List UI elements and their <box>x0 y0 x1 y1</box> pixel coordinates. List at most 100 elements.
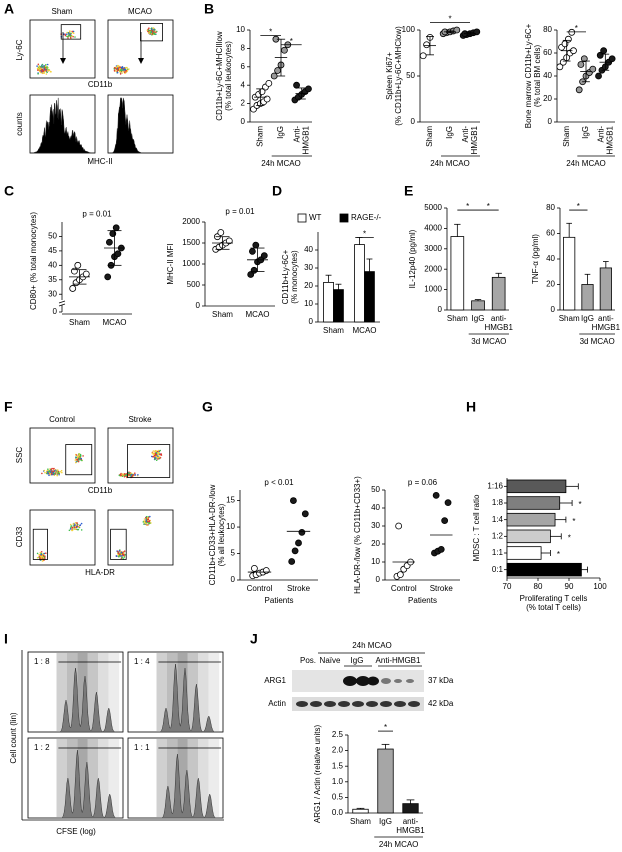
error-bar <box>582 60 590 72</box>
column-title: Sham <box>52 7 73 16</box>
legend-swatch <box>297 213 307 223</box>
cytometry-event <box>48 69 51 72</box>
axis-label: ARG1 / Actin (relative units) <box>313 725 322 824</box>
generation-band <box>166 739 178 817</box>
cytometry-event <box>146 517 149 519</box>
lane-label: Anti-HMGB1 <box>376 656 421 665</box>
blot-band <box>352 701 364 707</box>
cytometry-event <box>154 28 156 31</box>
cytometry-event <box>115 67 117 70</box>
data-point <box>274 67 282 74</box>
cytometry-event <box>125 474 128 476</box>
cytometry-event <box>144 522 147 525</box>
legend-label: WT <box>309 213 322 222</box>
cytometry-event <box>155 451 158 454</box>
cytometry-event <box>122 474 124 476</box>
cytometry-event <box>42 556 44 559</box>
panel-letter: H <box>466 399 476 415</box>
cytometry-event <box>66 31 68 34</box>
axis-label: MHC-II <box>87 157 112 166</box>
panel-letter: F <box>4 399 13 415</box>
cytometry-event <box>122 70 124 73</box>
cytometry-event <box>120 555 122 557</box>
category-label: Sham <box>559 314 580 323</box>
category-label: Anti-HMGB1 <box>293 125 311 154</box>
cytometry-event <box>116 71 119 74</box>
cytometry-event <box>120 474 122 477</box>
cytometry-event <box>128 472 130 474</box>
gate <box>110 528 127 560</box>
annotation: p = 0.01 <box>82 209 112 218</box>
blot-band <box>394 679 402 683</box>
data-point <box>444 499 452 507</box>
cytometry-event <box>45 552 47 554</box>
error-bar <box>562 39 571 51</box>
cytometry-event <box>120 553 123 556</box>
y-tick-label: 6 <box>241 62 246 71</box>
panel-letter: I <box>4 631 8 647</box>
bar <box>506 496 561 510</box>
y-tick-label: 50 <box>406 71 415 80</box>
cytometry-event <box>75 454 78 456</box>
cytometry-event <box>44 471 46 474</box>
cytometry-event <box>134 474 137 476</box>
category-label: IgG <box>581 126 590 139</box>
x-tick-label: 90 <box>565 582 574 591</box>
error-bar <box>107 230 122 248</box>
data-point <box>301 510 309 518</box>
axis-label: TNF-α (pg/ml) <box>531 234 540 284</box>
error-bar <box>356 236 363 245</box>
error-bar <box>559 500 573 506</box>
category-label: Sham <box>212 310 233 319</box>
cytometry-event <box>58 472 61 475</box>
bar <box>491 276 506 311</box>
cytometry-event <box>123 553 125 556</box>
cytometry-event <box>51 467 53 470</box>
cytometry-event <box>71 526 74 529</box>
cytometry-event <box>56 474 58 477</box>
y-tick-label: 35 <box>48 275 57 284</box>
data-point <box>568 28 576 36</box>
y-tick-label: 100 <box>402 25 416 34</box>
category-label: 1:4 <box>492 515 504 524</box>
cytometry-event <box>43 65 45 67</box>
cytometry-event <box>51 470 53 472</box>
generation-band <box>56 739 67 817</box>
error-bar <box>541 550 551 556</box>
histogram <box>108 97 173 154</box>
blot-band <box>406 679 414 683</box>
panel-letter: G <box>202 399 213 415</box>
cytometry-event <box>77 456 79 459</box>
y-tick-label: 60 <box>543 48 552 57</box>
significance: * <box>579 500 582 509</box>
category-label: MCAO <box>103 318 127 327</box>
cytometry-event <box>143 523 145 525</box>
annotation: p < 0.01 <box>264 478 294 487</box>
error-bar <box>495 272 502 278</box>
cytometry-event <box>74 36 76 38</box>
cytometry-event <box>119 73 122 75</box>
cytometry-event <box>40 553 42 556</box>
data-point <box>423 41 431 49</box>
panel-letter: J <box>250 631 258 647</box>
cytometry-event <box>118 554 121 557</box>
axis-label: Spleen Ki67+ <box>385 52 394 100</box>
cytometry-event <box>117 64 119 67</box>
data-point <box>280 46 288 54</box>
error-bar <box>72 269 87 277</box>
y-tick-label: 10 <box>236 25 245 34</box>
generation-band <box>56 653 67 731</box>
bar <box>364 271 375 323</box>
cytometry-event <box>123 552 125 554</box>
cytometry-event <box>149 515 151 518</box>
cytometry-event <box>39 551 42 554</box>
category-label: Anti-HMGB1 <box>596 125 614 154</box>
y-tick-label: 80 <box>546 203 555 212</box>
cytometry-event <box>147 522 149 524</box>
cytometry-event <box>159 453 161 456</box>
y-tick-label: 2.5 <box>332 730 344 739</box>
y-tick-label: 0 <box>548 117 553 126</box>
cytometry-event <box>113 67 116 69</box>
data-point <box>114 250 122 258</box>
data-point <box>419 52 427 60</box>
